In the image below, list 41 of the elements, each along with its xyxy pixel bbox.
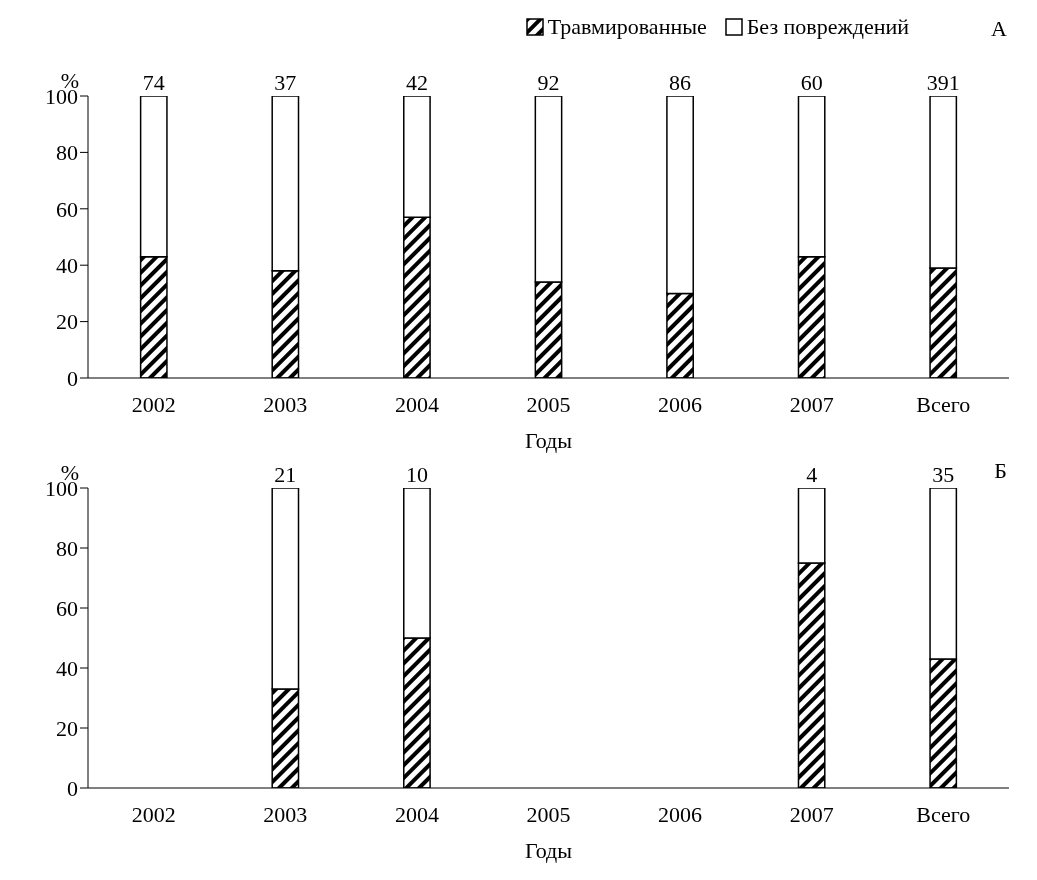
x-tick-label: Всего	[916, 801, 971, 827]
x-tick-label: 2006	[658, 801, 703, 827]
x-tick-label: 2007	[789, 801, 834, 827]
x-axis-title: Годы	[524, 428, 573, 453]
y-tick-label: 80	[56, 140, 78, 166]
y-tick-label: 80	[56, 535, 78, 561]
y-tick-label: 60	[56, 595, 78, 621]
x-tick-label: 2003	[263, 391, 308, 417]
annotation: 74	[142, 70, 165, 95]
annotation: 60	[800, 70, 823, 95]
x-tick-label: Всего	[916, 391, 971, 417]
x-tick-label: 2003	[263, 801, 308, 827]
annotation: 86	[669, 70, 692, 95]
y-tick-label: 40	[56, 655, 78, 681]
x-tick-label: 2006	[658, 391, 703, 417]
annotation: 42	[405, 70, 428, 95]
y-tick-label: 40	[56, 253, 78, 279]
y-tick-label: 0	[67, 365, 78, 391]
annotation: 21	[274, 462, 297, 487]
x-tick-label: 2005	[526, 801, 571, 827]
annotation: 4	[806, 462, 818, 487]
annotation: 37	[274, 70, 297, 95]
annotation: 10	[405, 462, 428, 487]
x-tick-label: 2004	[394, 391, 439, 417]
x-tick-label: 2007	[789, 391, 834, 417]
x-tick-label: 2004	[394, 801, 439, 827]
x-tick-label: 2002	[131, 391, 176, 417]
y-tick-label: 20	[56, 309, 78, 335]
chart-title: А	[991, 16, 1007, 42]
x-axis-title: Годы	[524, 838, 573, 863]
y-tick-label: 60	[56, 196, 78, 222]
annotation: 391	[926, 70, 960, 95]
x-tick-label: 2002	[131, 801, 176, 827]
legend-label: Травмированные	[546, 14, 707, 40]
annotation: 35	[932, 462, 955, 487]
x-tick-label: 2005	[526, 391, 571, 417]
y-tick-label: 20	[56, 715, 78, 741]
y-tick-label: 0	[67, 775, 78, 801]
legend-label: Без повреждений	[745, 14, 909, 40]
chart-title: Б	[994, 458, 1007, 484]
annotation: 92	[537, 70, 560, 95]
